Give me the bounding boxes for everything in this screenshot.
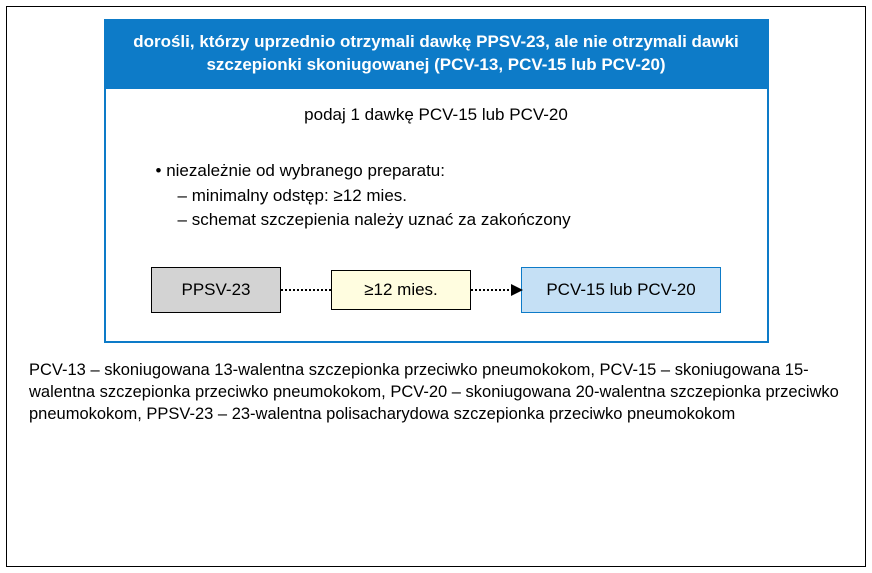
flow-edge-2: [471, 289, 521, 291]
flow-diagram: PPSV-23 ≥12 mies. PCV-15 lub PCV-20: [128, 267, 745, 313]
outer-frame: dorośli, którzy uprzednio otrzymali dawk…: [6, 6, 866, 567]
flow-node-pcv: PCV-15 lub PCV-20: [521, 267, 721, 313]
info-panel: dorośli, którzy uprzednio otrzymali dawk…: [104, 19, 769, 343]
panel-body: podaj 1 dawkę PCV-15 lub PCV-20 niezależ…: [106, 89, 767, 341]
flow-node-interval: ≥12 mies.: [331, 270, 471, 310]
instruction-text: podaj 1 dawkę PCV-15 lub PCV-20: [128, 105, 745, 125]
legend-text: PCV-13 – skoniugowana 13-walentna szczep…: [25, 359, 847, 426]
panel-header: dorośli, którzy uprzednio otrzymali dawk…: [106, 21, 767, 89]
bullet-item-2: schemat szczepienia należy uznać za zako…: [178, 208, 745, 233]
bullet-list: niezależnie od wybranego preparatu: mini…: [156, 159, 745, 233]
flow-edge-1: [281, 289, 331, 291]
arrow-head-icon: [511, 284, 523, 296]
flow-node-ppsv23: PPSV-23: [151, 267, 281, 313]
bullet-item-1: minimalny odstęp: ≥12 mies.: [178, 184, 745, 209]
bullet-lead: niezależnie od wybranego preparatu:: [156, 159, 745, 184]
